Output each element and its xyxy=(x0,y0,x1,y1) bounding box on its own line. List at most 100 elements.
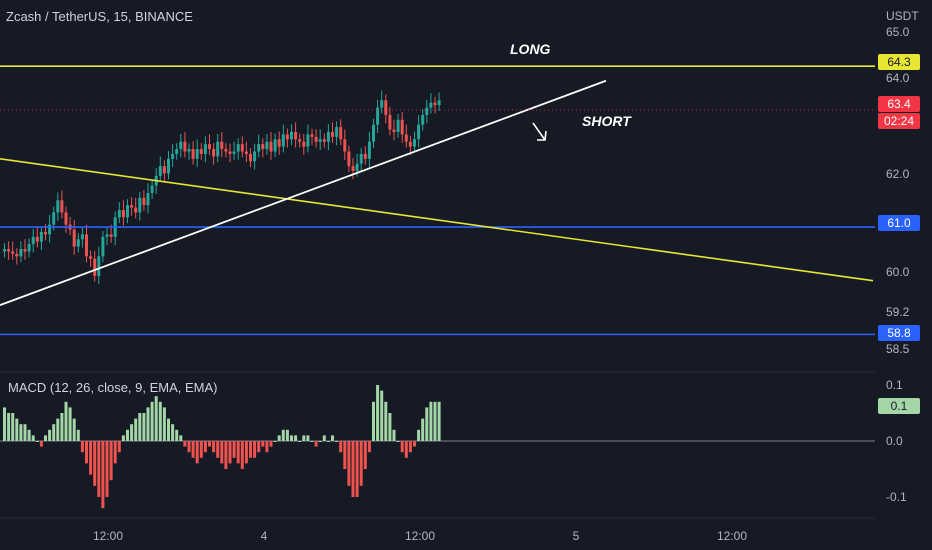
candle-body xyxy=(306,134,310,147)
candle-body xyxy=(199,149,203,154)
macd-bar xyxy=(236,441,240,464)
macd-bar xyxy=(105,441,109,497)
macd-bar xyxy=(240,441,244,469)
macd-bar xyxy=(425,407,429,441)
candle-body xyxy=(27,244,31,252)
macd-bar xyxy=(232,441,236,458)
macd-bar xyxy=(76,429,80,441)
candle-body xyxy=(396,119,400,132)
macd-bar xyxy=(35,441,39,442)
macd-bar xyxy=(44,435,47,441)
candle-body xyxy=(437,100,441,106)
macd-bar xyxy=(212,441,216,453)
price-badge-upper-support: 61.0 xyxy=(878,215,920,231)
macd-bar xyxy=(437,401,441,441)
macd-bar xyxy=(306,435,310,441)
candle-body xyxy=(76,239,80,247)
macd-bar xyxy=(183,441,187,447)
macd-bar xyxy=(343,441,347,469)
candle-body xyxy=(249,153,252,162)
macd-histogram xyxy=(0,385,875,509)
candle-body xyxy=(335,127,339,137)
macd-bar xyxy=(253,441,257,458)
macd-bar xyxy=(294,435,298,441)
candle-body xyxy=(162,166,166,174)
y-tick-label: 59.2 xyxy=(886,305,910,319)
candle-body xyxy=(97,256,101,276)
candle-body xyxy=(52,212,56,225)
candle-body xyxy=(351,166,355,171)
macd-bar xyxy=(195,441,199,464)
macd-bar xyxy=(56,418,60,441)
macd-bar xyxy=(167,418,170,441)
axis-unit: USDT xyxy=(886,9,919,23)
macd-bar xyxy=(269,441,273,447)
candle-body xyxy=(281,134,285,147)
macd-bar xyxy=(322,435,326,441)
candle-body xyxy=(331,131,334,137)
y-tick-label: 62.0 xyxy=(886,167,910,181)
candle-body xyxy=(183,141,187,152)
macd-bar xyxy=(429,401,433,441)
macd-bar xyxy=(85,441,88,464)
candle-body xyxy=(138,197,142,213)
macd-bar xyxy=(3,407,6,441)
macd-bar xyxy=(80,441,84,453)
candle-body xyxy=(72,229,76,247)
macd-bar xyxy=(72,418,76,441)
macd-bar xyxy=(39,441,43,447)
candles xyxy=(3,90,441,285)
candle-body xyxy=(44,231,47,235)
candle-body xyxy=(171,153,175,159)
macd-bar xyxy=(302,435,306,441)
candle-body xyxy=(240,144,244,152)
macd-bar xyxy=(413,441,416,447)
macd-bar xyxy=(277,435,281,441)
long-annotation: LONG xyxy=(510,41,551,57)
candle-body xyxy=(130,205,134,208)
macd-bar xyxy=(404,441,408,458)
candle-body xyxy=(388,114,392,130)
candle-body xyxy=(121,210,125,218)
candle-body xyxy=(372,124,375,142)
candle-body xyxy=(56,200,60,213)
macd-bar xyxy=(281,429,285,441)
macd-tick-label: 0.0 xyxy=(886,434,903,448)
candle-body xyxy=(232,151,236,154)
candle-body xyxy=(179,141,183,150)
candle-body xyxy=(39,231,43,242)
macd-badge: 0.1 xyxy=(878,398,920,414)
candle-body xyxy=(392,129,396,132)
candle-body xyxy=(355,163,359,171)
macd-bar xyxy=(126,429,129,441)
candle-body xyxy=(367,141,371,159)
candle-body xyxy=(220,141,224,150)
countdown-badge: 02:24 xyxy=(878,113,920,129)
macd-bar xyxy=(175,429,179,441)
candle-body xyxy=(425,107,429,115)
macd-bar xyxy=(380,390,384,441)
macd-bar xyxy=(285,429,289,441)
candle-body xyxy=(318,139,322,142)
macd-bar xyxy=(142,413,146,441)
macd-bar xyxy=(372,401,375,441)
candle-body xyxy=(253,151,257,162)
short-annotation: SHORT xyxy=(582,113,631,129)
candle-body xyxy=(195,149,199,159)
candle-body xyxy=(35,236,39,242)
macd-bar xyxy=(31,435,35,441)
candle-body xyxy=(93,258,97,276)
candle-body xyxy=(64,212,68,225)
candle-body xyxy=(126,205,129,218)
candle-body xyxy=(310,134,314,137)
macd-bar xyxy=(339,441,343,453)
candle-body xyxy=(363,153,367,159)
macd-title: MACD (12, 26, close, 9, EMA, EMA) xyxy=(8,380,218,395)
candle-body xyxy=(85,234,88,257)
macd-bar xyxy=(23,424,27,441)
candle-body xyxy=(228,151,232,154)
macd-bar xyxy=(335,441,339,442)
macd-tick-label: 0.1 xyxy=(886,378,903,392)
